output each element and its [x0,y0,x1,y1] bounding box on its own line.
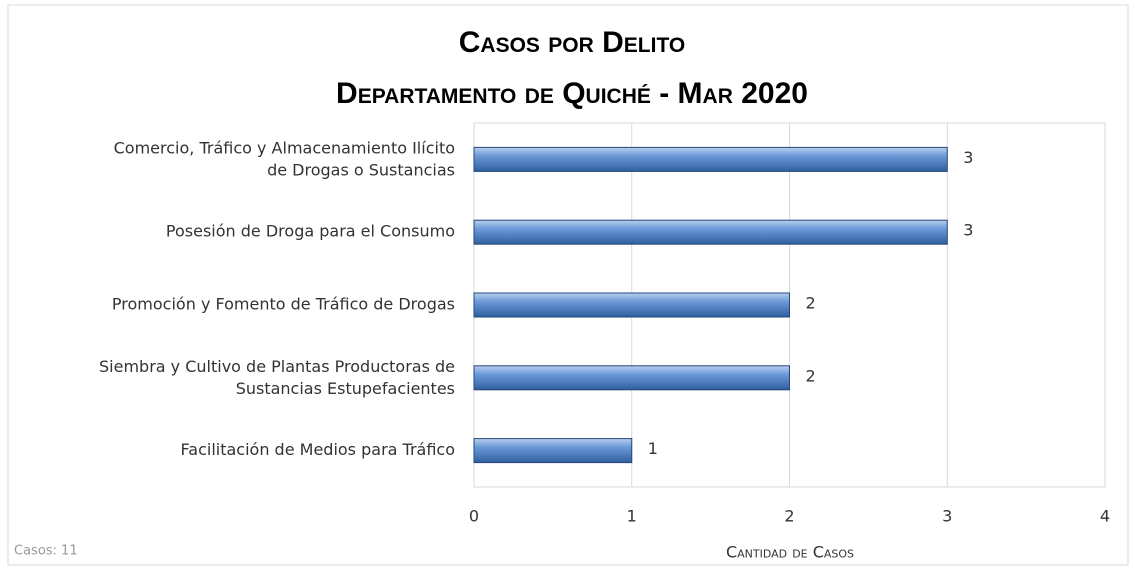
x-axis-label: Cantidad de Casos [726,543,854,562]
bar [473,219,948,245]
bar [473,292,790,318]
annotation: Casos: 11 [14,544,78,559]
y-tick-label: Siembra y Cultivo de Plantas Productoras… [99,356,455,397]
y-tick-label: Promoción y Fomento de Tráfico de Drogas [112,295,455,314]
bar [473,365,790,391]
chart-title: Casos por Delito [459,26,685,59]
bar [473,146,948,172]
value-label: 2 [806,366,816,385]
x-tick-label: 2 [784,507,794,526]
y-tick-label: Comercio, Tráfico y Almacenamiento Ilíci… [114,138,455,179]
y-tick-label: Facilitación de Medios para Tráfico [181,440,455,459]
value-label: 3 [963,148,973,167]
chart-title: Departamento de Quiché - Mar 2020 [336,77,808,110]
y-tick-label: Posesión de Droga para el Consumo [166,222,455,241]
value-label: 2 [806,294,816,313]
chart-border [7,4,1129,566]
x-tick-label: 4 [1100,507,1110,526]
x-tick-label: 0 [469,507,479,526]
x-tick-label: 1 [627,507,637,526]
value-label: 3 [963,221,973,240]
value-label: 1 [648,439,658,458]
x-tick-label: 3 [942,507,952,526]
bar [473,438,633,464]
